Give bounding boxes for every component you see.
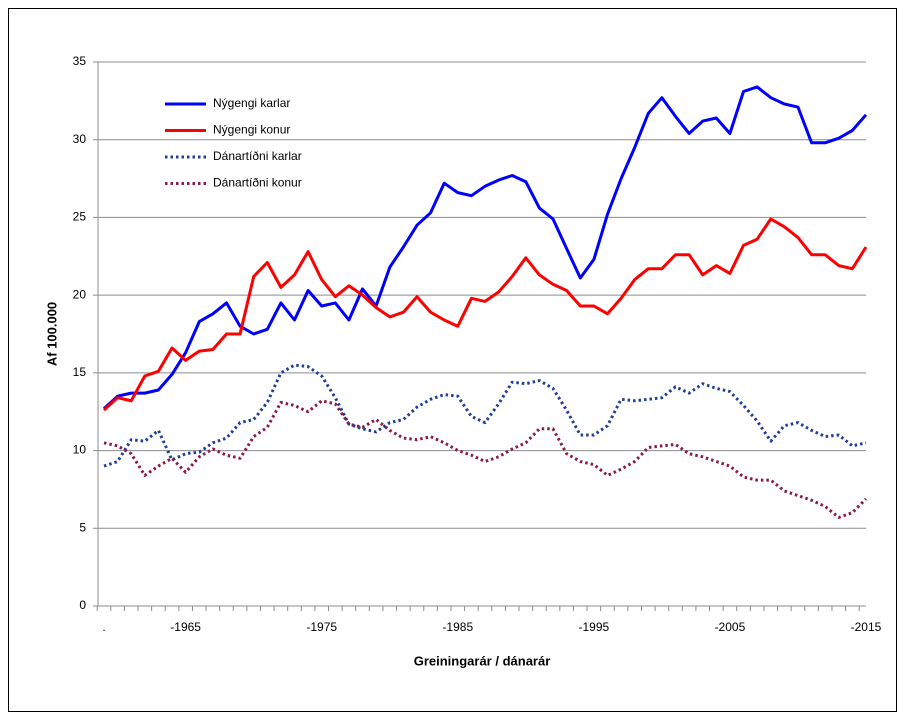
legend-label: Dánartíðni karlar <box>213 149 302 163</box>
x-tick-label: . <box>102 620 105 634</box>
y-tick-label: 10 <box>73 443 87 457</box>
series-line <box>102 85 868 410</box>
y-tick-label: 25 <box>73 210 87 224</box>
y-tick-label: 20 <box>73 287 87 301</box>
y-tick-label: 35 <box>73 54 87 68</box>
chart-frame <box>8 8 897 712</box>
x-tick-label: -2005 <box>715 620 746 634</box>
y-tick-label: 15 <box>73 365 87 379</box>
x-tick-label: -1995 <box>579 620 610 634</box>
x-tick-label: -1985 <box>442 620 473 634</box>
y-axis-title: Af 100.000 <box>44 302 59 366</box>
x-tick-label: -1975 <box>306 620 337 634</box>
series-line <box>102 217 868 412</box>
legend-label: Dánartíðni konur <box>213 176 302 190</box>
y-tick-label: 5 <box>79 520 86 534</box>
x-tick-label: -2015 <box>851 620 882 634</box>
legend-label: Nýgengi konur <box>213 123 290 137</box>
series-line <box>103 363 867 468</box>
y-tick-label: 30 <box>73 132 87 146</box>
x-axis-title: Greiningarár / dánarár <box>414 653 551 668</box>
x-tick-label: -1965 <box>170 620 201 634</box>
legend-label: Nýgengi karlar <box>213 96 290 110</box>
y-tick-label: 0 <box>79 598 86 612</box>
